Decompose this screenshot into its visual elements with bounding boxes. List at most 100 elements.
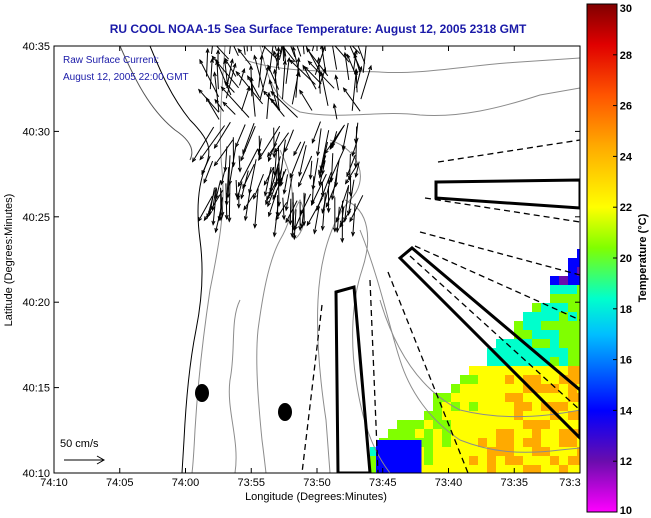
current-vector-head: [275, 51, 280, 58]
current-vector-head: [227, 217, 232, 223]
current-vector-head: [320, 169, 325, 176]
current-vector: [283, 46, 287, 57]
sst-cell: [532, 384, 542, 394]
sst-cell: [496, 339, 506, 349]
current-vector: [238, 155, 241, 172]
current-vector: [311, 46, 315, 52]
current-vector-head: [335, 227, 340, 234]
current-vector: [311, 121, 321, 143]
sst-cell: [433, 429, 443, 439]
sst-cell: [442, 420, 452, 430]
current-vector-head: [272, 39, 275, 43]
current-vector: [275, 202, 288, 221]
sst-cell: [532, 330, 542, 340]
current-vector: [291, 72, 299, 105]
current-vector: [347, 179, 355, 215]
current-vector: [290, 46, 296, 58]
sst-cell: [550, 384, 560, 394]
sst-cell: [469, 447, 479, 457]
sst-cell: [451, 447, 461, 457]
current-vector-head: [355, 38, 358, 42]
current-vector-head: [272, 232, 277, 238]
current-vector: [314, 46, 326, 75]
sst-cell: [523, 312, 533, 322]
sst-cell: [532, 312, 542, 322]
current-vector: [233, 46, 239, 57]
current-vector-head: [295, 71, 300, 77]
current-vector: [351, 137, 359, 156]
current-vector-head: [368, 64, 372, 71]
y-tick-label: 40:35: [22, 41, 50, 53]
current-vector: [279, 139, 286, 182]
colorbar-tick-label: 26: [620, 101, 632, 113]
current-vector: [214, 99, 225, 112]
sst-cell: [496, 348, 506, 358]
sst-cell: [403, 440, 413, 473]
current-vector-head: [328, 179, 332, 185]
sst-cell: [442, 393, 452, 403]
current-vector-head: [284, 147, 289, 153]
sst-cell: [568, 393, 578, 403]
current-vector: [299, 90, 313, 111]
current-vector-head: [197, 88, 203, 94]
sst-cell: [460, 447, 470, 457]
sst-cell: [532, 321, 542, 331]
sst-cell: [541, 339, 551, 349]
sst-cell: [523, 375, 533, 385]
current-vector: [279, 46, 283, 55]
current-vector-head: [300, 223, 305, 229]
current-vector-head: [319, 71, 324, 77]
current-vector: [278, 46, 284, 61]
station-marker-2: [278, 403, 292, 421]
sst-cell: [541, 393, 551, 403]
sst-cell: [514, 456, 524, 466]
current-vector-head: [213, 161, 219, 167]
sst-cell: [523, 438, 533, 448]
sst-cell: [442, 456, 452, 466]
current-vector: [332, 46, 338, 70]
sst-cell: [514, 438, 524, 448]
sst-cell: [568, 420, 578, 430]
sst-cell: [550, 285, 560, 295]
current-vector: [352, 203, 356, 236]
sst-cell: [442, 411, 452, 421]
x-tick-label: 74:05: [106, 477, 134, 489]
sst-cell: [433, 447, 443, 457]
current-vector: [298, 155, 313, 187]
sst-cell: [415, 420, 425, 430]
sst-cell: [577, 258, 580, 268]
current-vector: [335, 75, 339, 91]
sst-cell: [469, 456, 479, 466]
sst-cell: [559, 366, 569, 376]
current-vector-head: [330, 195, 335, 201]
sst-cell: [514, 366, 524, 376]
sst-cell: [532, 303, 542, 313]
current-vector-head: [300, 209, 305, 215]
current-vector: [293, 141, 302, 156]
sst-cell: [460, 375, 470, 385]
current-vector-head: [243, 216, 248, 222]
sst-cell: [550, 393, 560, 403]
current-vector: [344, 186, 349, 222]
current-vector-head: [253, 194, 257, 200]
sst-cell: [451, 456, 461, 466]
current-vector-head: [274, 147, 279, 154]
current-vector: [192, 126, 215, 162]
current-vector: [214, 72, 220, 113]
sst-cell: [541, 429, 551, 439]
sst-cell: [523, 420, 533, 430]
sst-cell: [487, 402, 497, 412]
sst-cell: [541, 312, 551, 322]
sst-cell: [460, 429, 470, 439]
sst-cell: [559, 465, 569, 473]
colorbar-tick-label: 28: [620, 50, 632, 62]
current-vector-head: [267, 156, 272, 163]
current-vector-head: [205, 47, 210, 53]
current-vector: [235, 71, 263, 105]
current-vector: [216, 61, 219, 90]
current-vector-head: [299, 89, 304, 95]
current-vector: [237, 148, 259, 187]
sst-cell: [469, 366, 479, 376]
current-vector: [333, 104, 338, 120]
sst-cell: [559, 447, 569, 457]
